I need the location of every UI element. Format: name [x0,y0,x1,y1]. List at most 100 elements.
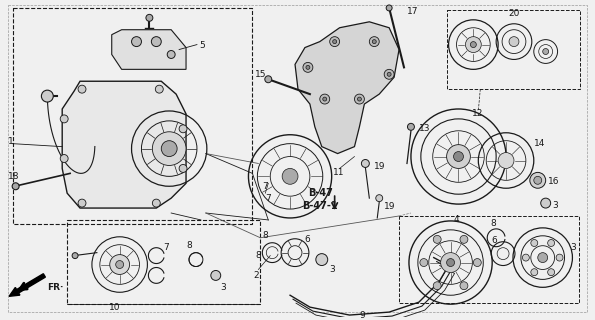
Circle shape [543,49,549,54]
Circle shape [372,40,376,44]
Text: 3: 3 [553,201,558,210]
Text: 10: 10 [109,303,120,312]
Bar [67,220,261,304]
Circle shape [541,198,550,208]
Circle shape [369,37,379,47]
Circle shape [420,259,428,267]
Circle shape [538,253,547,262]
Circle shape [471,42,477,48]
Circle shape [152,199,160,207]
Circle shape [78,199,86,207]
Circle shape [265,76,272,83]
Text: 2: 2 [253,271,259,280]
Circle shape [522,254,530,261]
Text: 14: 14 [534,139,545,148]
Text: 19: 19 [384,202,396,211]
Text: 20: 20 [508,9,519,18]
Text: 8: 8 [186,241,192,250]
Circle shape [531,269,538,276]
Text: 19: 19 [374,162,386,171]
Circle shape [460,282,468,290]
Circle shape [387,72,391,76]
FancyArrow shape [9,274,45,296]
Circle shape [282,168,298,184]
Circle shape [78,85,86,93]
Circle shape [547,240,555,246]
Circle shape [384,69,394,79]
Circle shape [498,153,514,168]
Circle shape [131,37,142,47]
Circle shape [474,259,481,267]
Text: 9: 9 [359,310,365,320]
Circle shape [320,94,330,104]
Circle shape [447,259,455,267]
Circle shape [358,97,361,101]
Text: 16: 16 [547,177,559,186]
Circle shape [115,260,124,268]
Polygon shape [62,81,186,208]
Circle shape [530,172,546,188]
Circle shape [167,51,175,59]
Circle shape [465,37,481,52]
Circle shape [453,152,464,162]
Circle shape [447,145,471,168]
Circle shape [460,236,468,243]
Text: 7: 7 [265,194,271,203]
Text: 11: 11 [333,168,344,177]
Bar [399,216,580,303]
Circle shape [60,115,68,123]
Text: 12: 12 [472,109,484,118]
Circle shape [306,65,310,69]
Circle shape [531,240,538,246]
Circle shape [12,183,19,190]
Bar [447,10,580,89]
Text: 13: 13 [419,124,430,133]
Circle shape [534,176,541,184]
Bar [12,8,252,224]
Circle shape [376,195,383,202]
Circle shape [330,37,340,47]
Text: 6: 6 [491,236,497,245]
Text: B-47: B-47 [308,188,333,198]
Circle shape [211,270,221,280]
Circle shape [408,123,414,130]
Circle shape [322,97,327,101]
Circle shape [179,164,187,172]
Circle shape [151,37,161,47]
Circle shape [179,125,187,133]
Circle shape [433,236,441,243]
Text: 3: 3 [221,283,227,292]
Text: 3: 3 [571,243,576,252]
Circle shape [547,269,555,276]
Circle shape [72,253,78,259]
Circle shape [433,282,441,290]
Text: 4: 4 [453,215,459,224]
Text: B-47-1: B-47-1 [302,201,337,211]
Circle shape [152,132,186,165]
Circle shape [361,159,369,167]
Text: 17: 17 [407,7,418,16]
Text: 7: 7 [163,243,169,252]
Circle shape [155,85,163,93]
Circle shape [161,141,177,156]
Text: 6: 6 [304,235,309,244]
Circle shape [333,40,337,44]
Circle shape [386,5,392,11]
Text: 8: 8 [255,251,261,260]
Circle shape [303,62,313,72]
Polygon shape [112,30,186,69]
Text: 8: 8 [490,220,496,228]
Text: 15: 15 [255,70,267,79]
Circle shape [42,90,54,102]
Text: 18: 18 [8,172,19,181]
Circle shape [60,155,68,163]
Text: FR·: FR· [48,283,64,292]
Text: 8: 8 [262,231,268,240]
Circle shape [509,37,519,47]
Circle shape [441,253,461,272]
Text: 7: 7 [262,182,268,191]
Text: 3: 3 [330,265,336,274]
Circle shape [146,14,153,21]
Circle shape [355,94,364,104]
Text: 1: 1 [8,137,14,146]
